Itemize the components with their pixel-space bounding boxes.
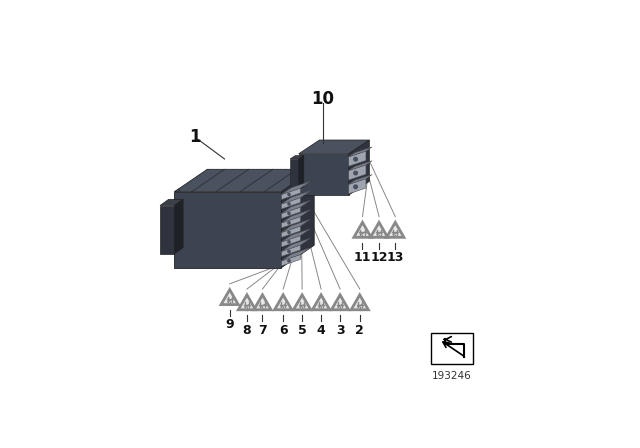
Polygon shape	[294, 295, 311, 310]
Text: 8: 8	[243, 323, 252, 336]
Bar	[431, 333, 473, 364]
Polygon shape	[349, 175, 372, 185]
Text: 13: 13	[387, 251, 404, 264]
Polygon shape	[387, 222, 404, 237]
Circle shape	[288, 194, 290, 196]
Polygon shape	[254, 295, 271, 310]
Text: 11: 11	[354, 251, 371, 264]
Circle shape	[354, 171, 357, 175]
Polygon shape	[175, 188, 180, 192]
Polygon shape	[275, 295, 292, 310]
Text: 3: 3	[336, 323, 344, 336]
Polygon shape	[351, 295, 369, 310]
Polygon shape	[349, 140, 369, 195]
Polygon shape	[160, 199, 183, 206]
Polygon shape	[175, 199, 183, 254]
Circle shape	[288, 203, 290, 205]
Polygon shape	[282, 248, 310, 261]
Polygon shape	[175, 169, 314, 192]
Text: 2: 2	[355, 323, 364, 336]
Polygon shape	[238, 295, 255, 310]
Circle shape	[354, 157, 357, 161]
Polygon shape	[354, 222, 371, 237]
Text: 12: 12	[371, 251, 388, 264]
Polygon shape	[282, 238, 310, 251]
Circle shape	[288, 260, 290, 262]
Polygon shape	[282, 210, 310, 223]
Polygon shape	[349, 151, 366, 166]
Text: 6: 6	[279, 323, 287, 336]
Text: 10: 10	[311, 90, 334, 108]
Polygon shape	[175, 192, 282, 267]
Polygon shape	[290, 159, 299, 190]
Polygon shape	[349, 179, 366, 194]
Polygon shape	[299, 155, 304, 190]
Polygon shape	[349, 165, 366, 180]
Polygon shape	[312, 295, 330, 310]
Polygon shape	[282, 220, 310, 233]
Polygon shape	[282, 181, 310, 194]
Polygon shape	[299, 140, 369, 154]
Polygon shape	[332, 295, 349, 310]
Polygon shape	[282, 207, 300, 219]
Polygon shape	[349, 161, 372, 171]
Text: 193246: 193246	[432, 371, 472, 381]
Polygon shape	[221, 290, 238, 305]
Polygon shape	[282, 226, 300, 237]
Circle shape	[288, 231, 290, 233]
Polygon shape	[282, 200, 310, 214]
Circle shape	[354, 185, 357, 189]
Polygon shape	[371, 222, 388, 237]
Polygon shape	[282, 236, 300, 247]
Polygon shape	[349, 147, 372, 157]
Polygon shape	[160, 206, 175, 254]
Text: 7: 7	[258, 323, 267, 336]
Polygon shape	[282, 198, 300, 209]
Polygon shape	[282, 229, 310, 242]
Polygon shape	[282, 254, 300, 266]
Polygon shape	[290, 155, 304, 159]
Polygon shape	[299, 154, 349, 195]
Circle shape	[288, 212, 290, 215]
Polygon shape	[282, 191, 310, 204]
Text: 9: 9	[225, 319, 234, 332]
Polygon shape	[282, 216, 300, 228]
Text: 5: 5	[298, 323, 307, 336]
Polygon shape	[282, 169, 314, 267]
Circle shape	[288, 222, 290, 224]
Circle shape	[288, 250, 290, 253]
Text: 4: 4	[317, 323, 326, 336]
Polygon shape	[282, 188, 300, 199]
Polygon shape	[282, 245, 300, 256]
Circle shape	[288, 241, 290, 243]
Text: 1: 1	[189, 128, 201, 146]
